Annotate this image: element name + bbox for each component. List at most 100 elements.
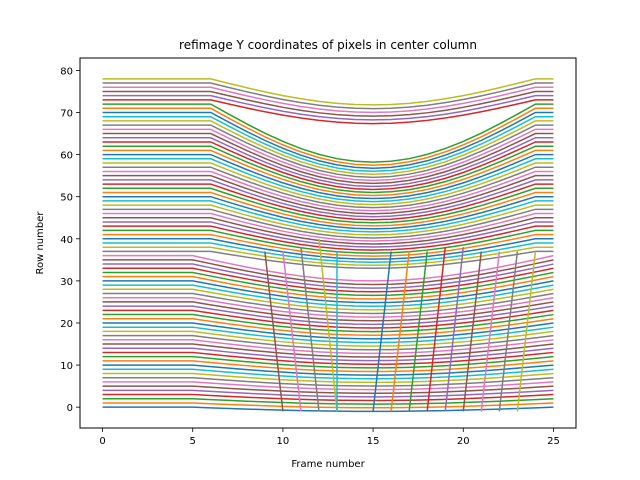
series-line xyxy=(102,183,554,221)
series-line xyxy=(102,208,554,239)
y-tick-label: 30 xyxy=(60,277,73,288)
x-tick-label: 5 xyxy=(190,436,196,447)
y-tick-label: 60 xyxy=(60,151,73,162)
series-line xyxy=(102,99,554,125)
vertical-segment xyxy=(390,251,410,412)
x-axis-title: Frame number xyxy=(291,459,365,470)
vertical-segment xyxy=(462,251,483,412)
vertical-segment xyxy=(498,251,519,412)
series-line xyxy=(102,145,554,194)
series-line xyxy=(102,107,554,166)
series-line xyxy=(102,364,554,376)
series-line xyxy=(102,376,554,387)
x-tick-label: 15 xyxy=(367,436,380,447)
series-line xyxy=(102,275,554,300)
series-line xyxy=(102,174,554,215)
series-line xyxy=(102,212,554,242)
series-line xyxy=(102,385,554,395)
plot-frame xyxy=(79,57,577,429)
series-line xyxy=(102,221,554,248)
series-line xyxy=(102,204,554,236)
series-line xyxy=(102,153,554,200)
series-line xyxy=(102,334,554,351)
series-line xyxy=(102,111,554,169)
series-line xyxy=(102,141,554,191)
series-line xyxy=(102,229,554,254)
series-line xyxy=(102,128,554,182)
y-tick-label: 20 xyxy=(60,319,73,330)
series-line xyxy=(102,271,554,297)
series-line xyxy=(102,368,554,380)
x-tick-label: 10 xyxy=(277,436,290,447)
series-line xyxy=(102,170,554,212)
series-line xyxy=(102,90,554,117)
x-tick-label: 20 xyxy=(457,436,470,447)
vertical-segment xyxy=(318,238,338,412)
series-line xyxy=(102,254,554,282)
series-line xyxy=(102,162,554,206)
series-line xyxy=(102,389,554,398)
series-line xyxy=(102,343,554,358)
vertical-segment xyxy=(282,251,302,412)
series-line xyxy=(102,120,554,176)
series-line xyxy=(102,233,554,257)
series-line xyxy=(102,195,554,230)
series-line xyxy=(102,398,554,405)
series-line xyxy=(102,179,554,218)
series-line xyxy=(102,347,554,362)
series-line xyxy=(102,216,554,245)
series-line xyxy=(102,288,554,311)
series-line xyxy=(102,326,554,344)
vertical-segment xyxy=(408,251,428,412)
series-line xyxy=(102,78,554,106)
series-line xyxy=(102,280,554,304)
series-line xyxy=(102,158,554,203)
series-line xyxy=(102,149,554,197)
x-tick-label: 25 xyxy=(547,436,560,447)
series-line xyxy=(102,225,554,251)
series-line xyxy=(102,318,554,337)
series-line xyxy=(102,296,554,318)
series-line xyxy=(102,187,554,224)
series-line xyxy=(102,402,554,409)
series-line xyxy=(102,137,554,188)
series-line xyxy=(102,292,554,315)
series-line xyxy=(102,94,554,121)
series-line xyxy=(102,381,554,391)
vertical-segment xyxy=(300,247,320,412)
vertical-segment xyxy=(480,251,501,412)
series-line xyxy=(102,351,554,366)
vertical-segment xyxy=(264,251,284,412)
y-tick-label: 0 xyxy=(67,403,73,414)
series-line xyxy=(102,191,554,227)
series-line xyxy=(102,360,554,373)
series-line xyxy=(102,250,554,270)
series-line xyxy=(102,82,554,110)
series-line xyxy=(102,86,554,114)
series-line xyxy=(102,242,554,263)
series-line xyxy=(102,330,554,347)
y-tick-label: 40 xyxy=(60,235,73,246)
x-axis: 0 5 10 15 20 25 xyxy=(99,428,560,447)
series-line xyxy=(102,124,554,179)
vertical-segment xyxy=(516,251,537,412)
series-line xyxy=(102,322,554,340)
chart-title: refimage Y coordinates of pixels in cent… xyxy=(179,38,477,52)
series-line xyxy=(102,406,554,413)
series-line xyxy=(102,238,554,260)
y-tick-label: 50 xyxy=(60,193,73,204)
series-line xyxy=(102,115,554,173)
series-line xyxy=(102,132,554,185)
vertical-segment xyxy=(372,251,392,412)
vertical-segment xyxy=(444,247,465,412)
series-line xyxy=(102,393,554,402)
y-tick-label: 10 xyxy=(60,361,73,372)
series-line xyxy=(102,200,554,233)
series-line xyxy=(102,246,554,266)
series-line xyxy=(102,372,554,384)
x-tick-label: 0 xyxy=(99,436,105,447)
series-line xyxy=(102,339,554,355)
series-line xyxy=(102,284,554,308)
series-line xyxy=(102,355,554,369)
